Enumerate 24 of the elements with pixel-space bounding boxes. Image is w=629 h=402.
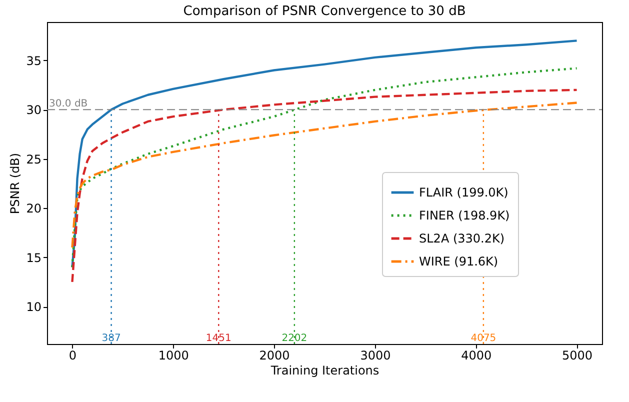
y-tick-label: 30 (26, 103, 42, 118)
legend-label: SL2A (330.2K) (419, 232, 505, 246)
y-tick-label: 35 (26, 54, 42, 68)
ref-line-label: 30.0 dB (49, 98, 88, 110)
y-tick-label: 10 (26, 300, 42, 314)
legend-label: FINER (198.9K) (419, 208, 510, 222)
ref-line-label: 1451 (206, 333, 232, 344)
ref-line-label: 4075 (470, 333, 496, 344)
chart-title: Comparison of PSNR Convergence to 30 dB (183, 4, 466, 19)
x-tick-label: 1000 (158, 348, 189, 362)
y-axis-title: PSNR (dB) (8, 152, 22, 214)
ref-line-label: 387 (102, 333, 121, 344)
ref-line-label: 2202 (282, 333, 308, 344)
x-tick-label: 0 (68, 348, 77, 362)
legend-label: WIRE (91.6K) (419, 254, 498, 268)
x-tick-label: 4000 (461, 348, 492, 362)
y-tick-label: 25 (26, 152, 42, 166)
x-axis-title: Training Iterations (270, 364, 380, 378)
x-tick-label: 2000 (259, 348, 290, 362)
y-tick-label: 20 (26, 202, 42, 216)
x-tick-label: 5000 (562, 348, 593, 362)
y-tick-label: 15 (26, 250, 42, 265)
legend-label: FLAIR (199.0K) (419, 186, 508, 200)
x-tick-label: 3000 (360, 348, 391, 362)
